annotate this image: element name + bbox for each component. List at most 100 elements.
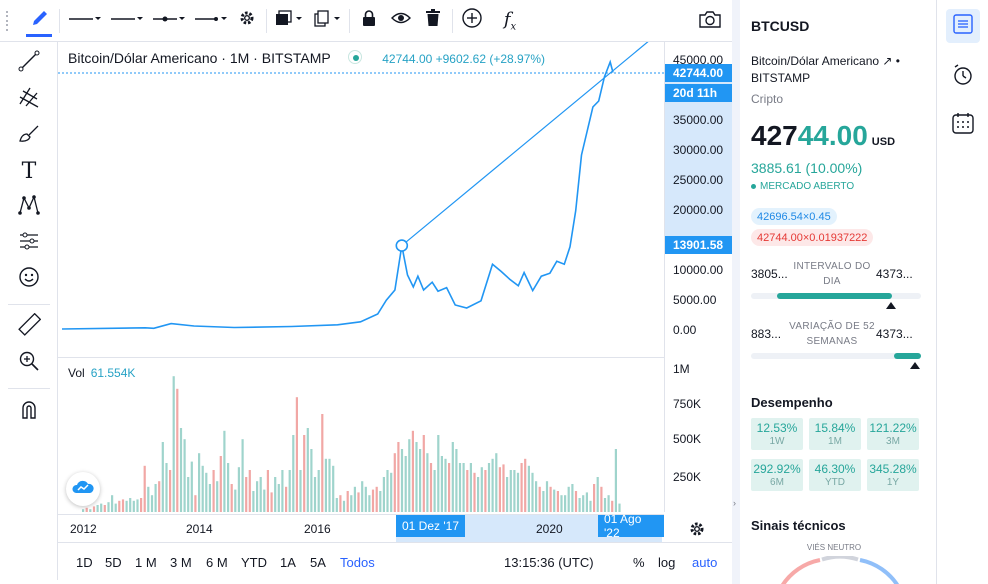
range-1d[interactable]: 1D <box>76 555 93 570</box>
time-axis[interactable]: 2012 2014 2016 2020 01 Dez '17 01 Ago '2… <box>58 512 664 543</box>
range-1m[interactable]: 1 M <box>135 555 157 570</box>
price-tick: 0.00 <box>673 323 697 337</box>
percent-scale-toggle[interactable]: % <box>633 555 645 570</box>
volume-bar <box>462 463 465 512</box>
volume-value: 61.554K <box>90 366 136 380</box>
trend-line-drawing <box>401 42 649 247</box>
range-1y[interactable]: 1A <box>280 555 296 570</box>
volume-bar <box>364 486 367 512</box>
zoom-tool[interactable] <box>14 348 44 378</box>
visibility-button[interactable] <box>385 4 417 38</box>
symbol-legend: Bitcoin/Dólar Americano · 1M · BITSTAMP … <box>68 50 545 66</box>
volume-bar <box>154 484 157 512</box>
line-style-button[interactable] <box>63 4 105 38</box>
pattern-tool[interactable] <box>14 192 44 222</box>
volume-bar <box>495 453 498 512</box>
perf-6m[interactable]: 292.92% 6M <box>751 459 803 491</box>
pitchfork-tool[interactable] <box>14 84 44 114</box>
pane-separator[interactable] <box>58 357 732 358</box>
add-button[interactable] <box>456 4 488 38</box>
screenshot-button[interactable] <box>694 4 726 38</box>
perf-3m[interactable]: 121.22% 3M <box>867 418 919 450</box>
perf-1y[interactable]: 345.28% 1Y <box>867 459 919 491</box>
volume-bar <box>596 477 599 512</box>
volume-bar <box>618 503 621 512</box>
symbol-full-name[interactable]: Bitcoin/Dólar Americano ↗ • BITSTAMP <box>751 54 900 85</box>
text-tool[interactable]: T <box>14 156 44 186</box>
panel-collapse-handle[interactable]: › <box>732 0 740 584</box>
range-5d[interactable]: 5D <box>105 555 122 570</box>
visual-order-button[interactable] <box>270 4 308 38</box>
price-highlight: 44.00 <box>797 120 868 151</box>
line-width-button[interactable] <box>105 4 147 38</box>
volume-bar <box>455 449 458 512</box>
volume-bar <box>477 477 480 512</box>
volume-bar <box>118 500 121 512</box>
volume-bar <box>129 498 132 512</box>
range-5y[interactable]: 5A <box>310 555 326 570</box>
volume-bar <box>350 495 353 512</box>
measure-tool[interactable] <box>14 312 44 342</box>
calendar-button[interactable] <box>946 108 980 142</box>
volume-bar <box>491 458 494 512</box>
volume-bar <box>371 489 375 512</box>
market-status-dot <box>348 50 363 65</box>
clone-button[interactable] <box>308 4 346 38</box>
volume-bar <box>321 414 324 512</box>
volume-bar <box>422 435 425 512</box>
tradingview-logo-button[interactable] <box>66 472 100 506</box>
lock-button[interactable] <box>353 4 385 38</box>
auto-scale-toggle[interactable]: auto <box>692 555 718 570</box>
volume-bar <box>237 467 240 512</box>
volume-bar <box>313 477 317 512</box>
perf-1m[interactable]: 15.84% 1M <box>809 418 861 450</box>
volume-bar <box>143 465 146 512</box>
chart-area[interactable]: Bitcoin/Dólar Americano · 1M · BITSTAMP … <box>58 42 733 584</box>
emoji-tool[interactable] <box>14 264 44 294</box>
symbol-type: Cripto <box>751 92 784 106</box>
pencil-tool-button[interactable] <box>24 4 56 38</box>
volume-bar <box>593 484 596 512</box>
indicator-template-button[interactable]: fx <box>494 4 526 38</box>
eye-icon <box>391 11 411 30</box>
line-end-button[interactable] <box>189 4 231 38</box>
volume-tick: 250K <box>673 470 702 484</box>
week52-label: VARIAÇÃO DE 52 SEMANAS <box>789 321 875 347</box>
settings-button[interactable] <box>231 4 263 38</box>
range-3m[interactable]: 3 M <box>170 555 192 570</box>
price-scale[interactable]: 45000.00 35000.00 30000.00 25000.00 2000… <box>664 42 733 512</box>
magnet-tool[interactable] <box>14 396 44 426</box>
prediction-tool[interactable] <box>14 228 44 258</box>
volume-bar <box>103 505 106 512</box>
log-scale-toggle[interactable]: log <box>658 555 676 570</box>
line-start-button[interactable] <box>147 4 189 38</box>
volume-bar <box>574 491 578 512</box>
active-tool-indicator <box>26 34 52 37</box>
alerts-button[interactable] <box>946 60 980 94</box>
volume-legend: Vol 61.554K <box>68 366 135 380</box>
range-ytd[interactable]: YTD <box>241 555 267 570</box>
watchlist-button[interactable] <box>946 9 980 43</box>
range-6m[interactable]: 6 M <box>206 555 228 570</box>
volume-bar <box>205 472 208 512</box>
chart-settings-button[interactable] <box>688 520 706 543</box>
volume-bar <box>132 500 135 512</box>
trend-line-tool[interactable] <box>14 48 44 78</box>
volume-bar <box>339 495 342 512</box>
delete-button[interactable] <box>417 4 449 38</box>
volume-bar <box>415 442 418 512</box>
utc-clock[interactable]: 13:15:36 (UTC) <box>504 555 594 570</box>
symbol-details-panel: BTCUSD Bitcoin/Dólar Americano ↗ • BITST… <box>740 0 936 584</box>
perf-1w[interactable]: 12.53% 1W <box>751 418 803 450</box>
volume-bar <box>230 484 233 512</box>
range-all[interactable]: Todos <box>340 555 375 570</box>
volume-bar <box>111 495 114 512</box>
volume-bar <box>107 502 110 512</box>
drag-handle[interactable] <box>6 10 16 31</box>
volume-tick: 500K <box>673 432 702 446</box>
volume-bar <box>299 470 302 512</box>
perf-ytd[interactable]: 46.30% YTD <box>809 459 861 491</box>
bar-countdown-tag: 20d 11h <box>665 84 733 102</box>
brush-tool[interactable] <box>14 120 44 150</box>
price-chart-canvas[interactable] <box>58 42 664 514</box>
